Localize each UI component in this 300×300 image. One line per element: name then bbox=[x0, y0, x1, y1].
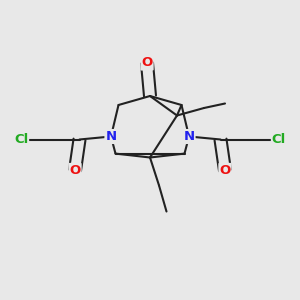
Text: O: O bbox=[69, 164, 81, 177]
Text: Cl: Cl bbox=[272, 133, 286, 146]
Text: Cl: Cl bbox=[14, 133, 28, 146]
Text: O: O bbox=[219, 164, 231, 177]
Text: N: N bbox=[105, 130, 117, 143]
Text: O: O bbox=[141, 56, 153, 70]
Text: N: N bbox=[183, 130, 195, 143]
